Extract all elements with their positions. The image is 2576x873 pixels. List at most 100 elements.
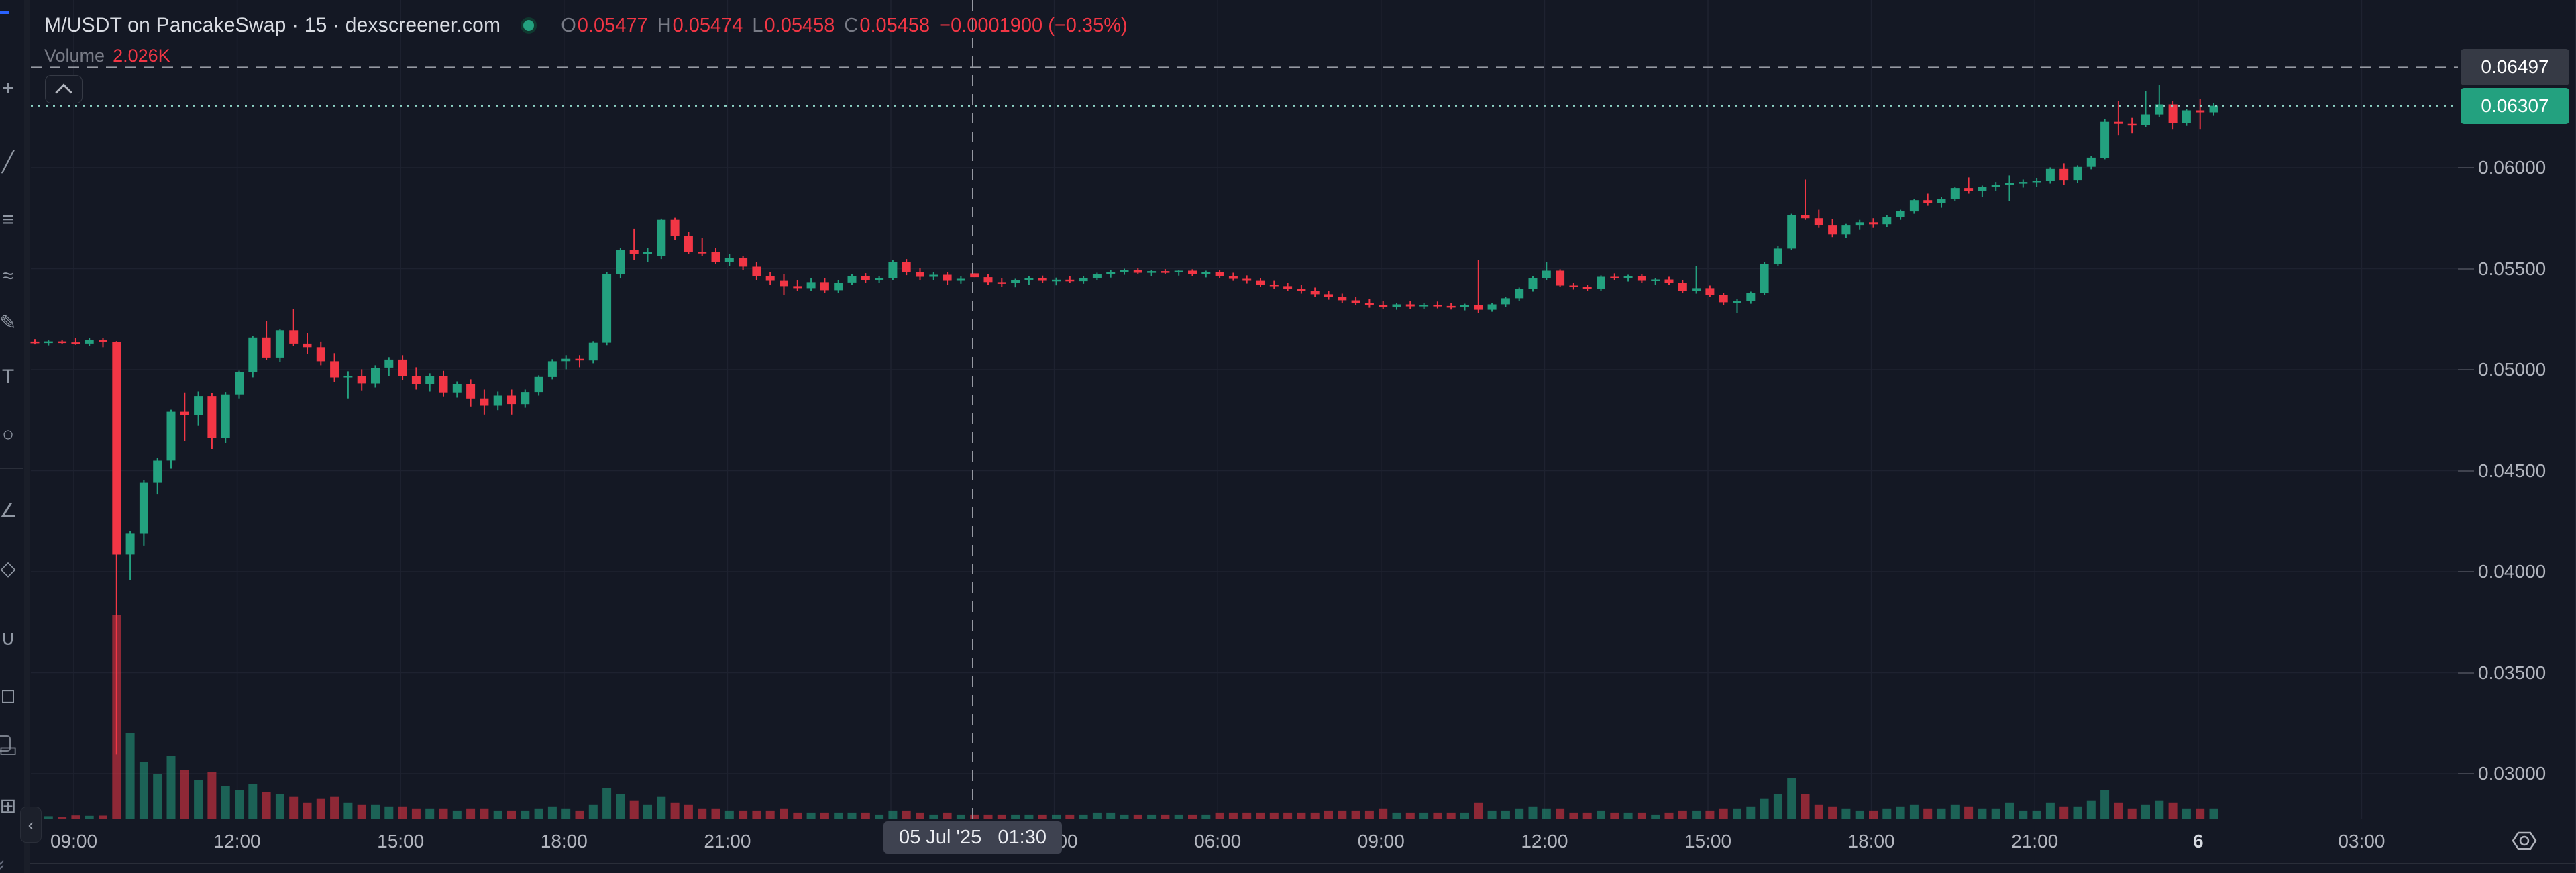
crosshair-time-value: 05 Jul '25 01:30 (899, 826, 1046, 848)
time-axis-label: 15:00 (1684, 830, 1732, 852)
candle-body (657, 219, 666, 256)
time-axis-label: 21:00 (2011, 830, 2059, 852)
volume-bar (2059, 806, 2069, 819)
volume-bar (303, 802, 312, 819)
volume-bar (1310, 812, 1320, 819)
text-tool-button[interactable]: T (1, 366, 15, 388)
measure-tool-button[interactable]: ∠ (0, 500, 17, 522)
candle-body (1528, 278, 1538, 289)
trendline-tool-button[interactable]: ╱ (1, 151, 15, 173)
volume-bar (1460, 812, 1469, 819)
volume-bar (1746, 806, 1756, 819)
volume-bar (1515, 808, 1524, 819)
candle-body (929, 274, 938, 277)
candle-body (1869, 222, 1878, 225)
volume-bar (1174, 814, 1183, 819)
zoom-tool-button[interactable]: ◇ (0, 558, 16, 580)
candle-body (1841, 225, 1851, 235)
volume-bar (357, 804, 366, 819)
toolbar-collapse-button[interactable]: ‹ (20, 807, 42, 843)
volume-bar (1011, 814, 1020, 819)
clipped-bottom-left-icon: » (0, 860, 11, 871)
candle-body (1923, 200, 1933, 203)
volume-bar (139, 762, 148, 819)
axis-settings-button[interactable] (2509, 825, 2540, 856)
volume-bar (1242, 812, 1252, 819)
volume-bar (248, 784, 258, 819)
candle-body (602, 274, 612, 343)
candle-body (112, 342, 121, 555)
volume-bar (1569, 812, 1578, 819)
chevron-left-icon: ‹ (28, 814, 34, 835)
volume-bar (1882, 808, 1892, 819)
candle-body (588, 342, 598, 361)
volume-bar (2196, 808, 2205, 819)
crosshair-time-badge: 05 Jul '25 01:30 (883, 821, 1062, 854)
volume-bar (1052, 814, 1061, 819)
candle-body (698, 252, 707, 254)
candle-body (793, 286, 802, 289)
volume-bar (820, 812, 829, 819)
price-axis-label: 0.05500 (2478, 258, 2546, 279)
candle-body (780, 280, 788, 287)
candle-body (739, 258, 748, 267)
volume-bar (1215, 812, 1224, 819)
pattern-tool-button[interactable]: ≈ (2, 265, 14, 287)
candle-body (1991, 185, 2000, 187)
candle-body (221, 394, 230, 438)
volume-bar (1991, 808, 2000, 819)
legend-expand-button[interactable] (45, 75, 83, 103)
candle-body (398, 359, 407, 376)
candle-body (1760, 264, 1769, 293)
change-value: −0.0001900 (−0.35%) (939, 14, 1128, 36)
volume-bar (847, 812, 857, 819)
last-price-value: 0.06307 (2481, 95, 2549, 116)
candle-body (616, 250, 625, 274)
drawing-toolbar[interactable]: + ╱ ≡ ≈ ✎ T ○ ∠ ◇ ∪ □ ▭ ⊞ (0, 0, 24, 873)
brush-tool-button[interactable]: ✎ (0, 312, 17, 334)
magnet-tool-button[interactable]: ∪ (1, 627, 15, 650)
volume-bar (1909, 804, 1919, 819)
cursor-tool-button[interactable]: + (2, 77, 14, 99)
volume-bar (1446, 812, 1456, 819)
volume-bar (235, 790, 244, 819)
candle-body (1338, 297, 1347, 301)
fib-retracement-tool-button[interactable]: ≡ (2, 209, 14, 231)
price-axis[interactable]: 0.06497 0.06307 0.06000 0.05500 0.05000 0.0… (2458, 0, 2576, 819)
candle-body (330, 361, 339, 378)
volume-bar (2073, 806, 2082, 819)
volume-bar (1324, 810, 1333, 819)
candle-body (2005, 183, 2014, 185)
shapes-tool-button[interactable]: ○ (1, 423, 15, 446)
candle-body (1882, 217, 1892, 225)
volume-bar (2019, 810, 2028, 819)
volume-bar (657, 796, 666, 819)
volume-bar (2141, 804, 2150, 819)
chart-header: M/USDT on PancakeSwap · 15 · dexscreener… (44, 11, 1128, 103)
volume-bar (1733, 808, 1741, 819)
candle-body (1092, 274, 1102, 278)
volume-bar (1787, 778, 1796, 819)
candle-body (1256, 280, 1265, 285)
candle-body (2059, 168, 2069, 181)
tree-tool-button[interactable]: ⊞ (0, 795, 17, 817)
candle-body (71, 342, 80, 344)
candle-body (411, 376, 421, 384)
volume-bar (99, 815, 107, 819)
candle-body (1705, 288, 1715, 295)
volume-bar (575, 810, 584, 819)
price-axis-label: 0.03500 (2478, 662, 2546, 683)
candle-body (834, 283, 843, 291)
volume-bar (1228, 812, 1238, 819)
price-axis-tick (2458, 773, 2474, 774)
lock-tool-button[interactable]: □ (1, 685, 15, 707)
candle-body (1079, 278, 1088, 282)
price-axis-label: 0.04000 (2478, 561, 2546, 582)
candle-body (1405, 304, 1415, 307)
volume-bar (1024, 814, 1034, 819)
candle-body (1310, 291, 1320, 295)
candle-body (1052, 279, 1061, 282)
time-axis[interactable]: 05 Jul '25 01:30 09:00 12:00 15:00 18:00 21:… (0, 819, 2576, 864)
volume-bar (765, 810, 775, 819)
